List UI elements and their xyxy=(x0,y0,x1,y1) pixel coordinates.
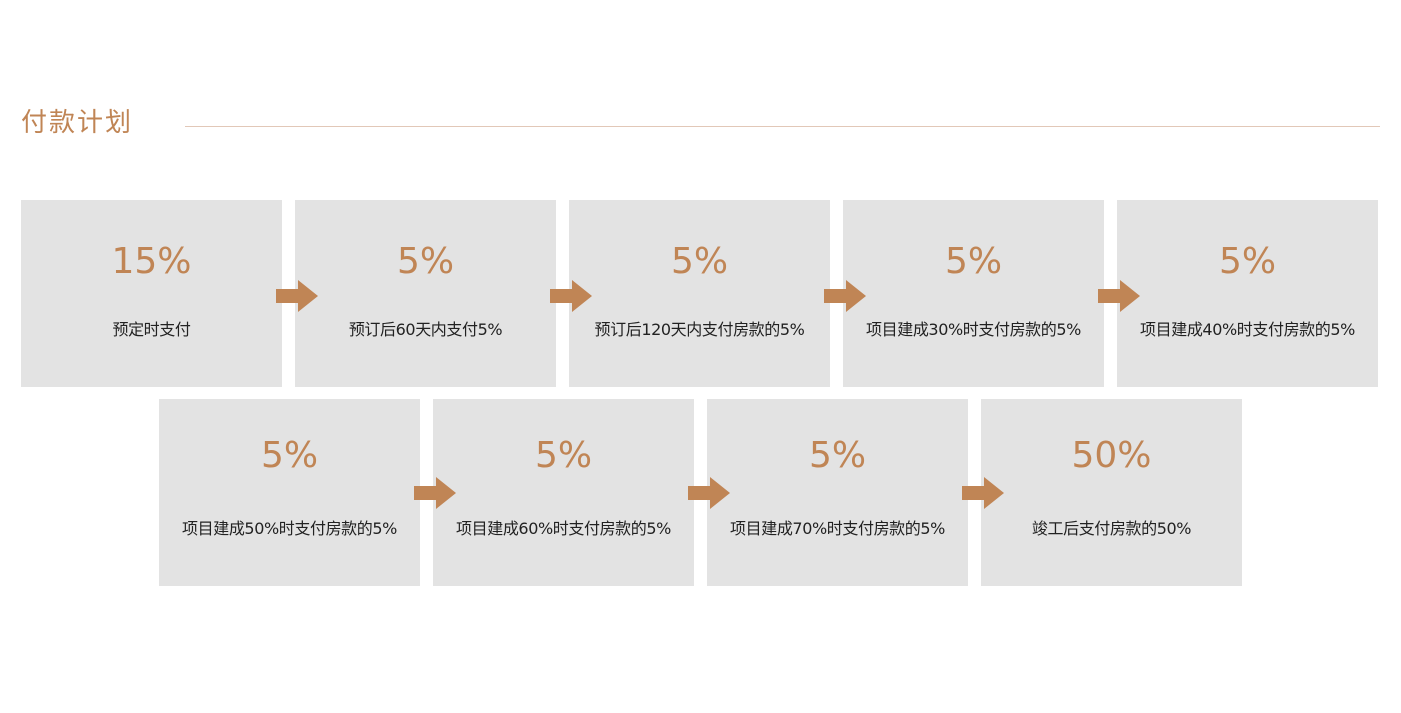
payment-step-1: 15% 预定时支付 xyxy=(21,200,282,387)
step-percent: 5% xyxy=(396,241,455,282)
step-percent: 5% xyxy=(1218,241,1277,282)
step-label: 项目建成40%时支付房款的5% xyxy=(1140,320,1355,339)
step-label: 项目建成70%时支付房款的5% xyxy=(730,519,945,538)
step-percent: 5% xyxy=(808,435,867,476)
step-label: 项目建成30%时支付房款的5% xyxy=(866,320,1081,339)
payment-step-3: 5% 预订后120天内支付房款的5% xyxy=(569,200,830,387)
step-percent: 50% xyxy=(1071,435,1152,476)
step-percent: 5% xyxy=(944,241,1003,282)
arrow-right-icon xyxy=(962,477,1004,509)
payment-step-6: 5% 项目建成50%时支付房款的5% xyxy=(159,399,420,586)
title-divider xyxy=(185,126,1380,127)
payment-step-2: 5% 预订后60天内支付5% xyxy=(295,200,556,387)
payment-step-4: 5% 项目建成30%时支付房款的5% xyxy=(843,200,1104,387)
step-percent: 15% xyxy=(111,241,192,282)
payment-step-9: 50% 竣工后支付房款的50% xyxy=(981,399,1242,586)
payment-step-7: 5% 项目建成60%时支付房款的5% xyxy=(433,399,694,586)
step-percent: 5% xyxy=(534,435,593,476)
page-title: 付款计划 xyxy=(21,108,134,138)
step-label: 项目建成60%时支付房款的5% xyxy=(456,519,671,538)
arrow-right-icon xyxy=(688,477,730,509)
payment-step-8: 5% 项目建成70%时支付房款的5% xyxy=(707,399,968,586)
step-label: 预订后120天内支付房款的5% xyxy=(594,320,805,339)
step-label: 预定时支付 xyxy=(112,320,191,339)
arrow-right-icon xyxy=(276,280,318,312)
arrow-right-icon xyxy=(1098,280,1140,312)
step-percent: 5% xyxy=(260,435,319,476)
step-label: 预订后60天内支付5% xyxy=(348,320,503,339)
step-percent: 5% xyxy=(670,241,729,282)
payment-step-5: 5% 项目建成40%时支付房款的5% xyxy=(1117,200,1378,387)
step-label: 项目建成50%时支付房款的5% xyxy=(182,519,397,538)
arrow-right-icon xyxy=(550,280,592,312)
step-label: 竣工后支付房款的50% xyxy=(1031,519,1192,538)
arrow-right-icon xyxy=(414,477,456,509)
arrow-right-icon xyxy=(824,280,866,312)
